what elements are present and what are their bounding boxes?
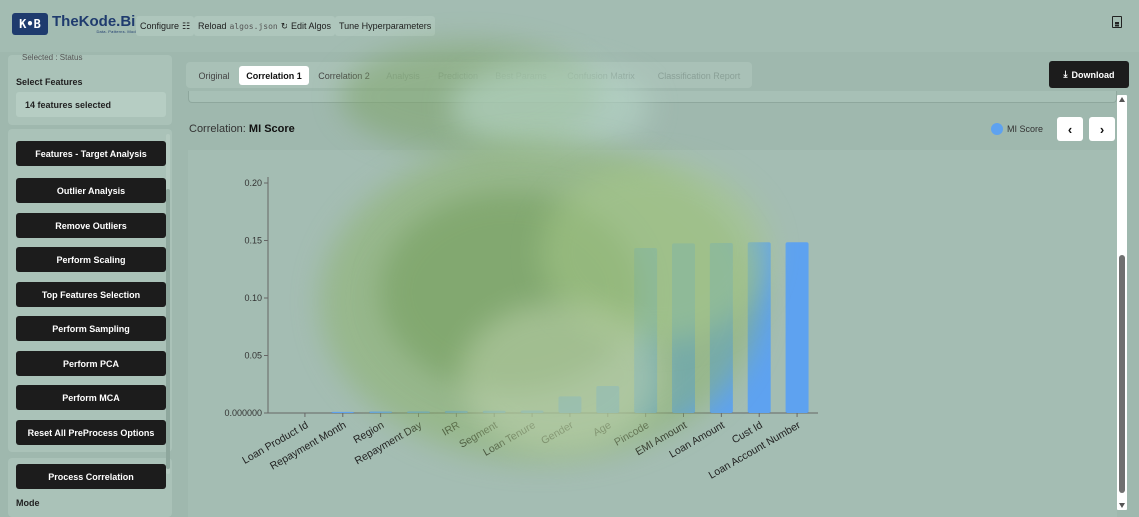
main-scrollbar[interactable]	[1117, 95, 1127, 510]
bar-loan-amount	[709, 243, 733, 413]
tune-hyperparameters-button[interactable]: Tune Hyperparameters	[335, 16, 436, 36]
settings-sliders-icon: ☷	[182, 20, 191, 31]
tab-classification-report[interactable]: Classification Report	[657, 70, 741, 81]
chart-header-prefix: Correlation:	[189, 123, 246, 135]
correlation-panel: Process Correlation	[8, 458, 172, 517]
main-scroll-thumb[interactable]	[1119, 255, 1125, 493]
download-label: Download	[1071, 69, 1115, 80]
download-icon: ⤓	[1063, 69, 1068, 79]
chevron-left-icon: ‹	[1067, 121, 1073, 137]
y-tick-label: 0.05	[244, 351, 262, 361]
preprocess-panel: Features - Target Analysis Outlier Analy…	[8, 129, 172, 452]
tab-confusion-matrix[interactable]: Confusion Matrix	[567, 70, 635, 81]
process-correlation-button[interactable]: Process Correlation	[16, 464, 166, 489]
x-tick-label: IRR	[440, 419, 462, 439]
features-select[interactable]: 14 features selected	[16, 92, 166, 117]
outlier-analysis-button[interactable]: Outlier Analysis	[16, 178, 166, 203]
y-tick-label: 0.20	[244, 178, 262, 188]
bar-gender	[558, 396, 582, 413]
chart-legend[interactable]: MI Score	[991, 123, 1043, 135]
bar-loan-tenure	[520, 410, 544, 413]
perform-pca-button[interactable]: Perform PCA	[16, 351, 166, 376]
x-tick-label: Gender	[539, 419, 576, 447]
chart-header-metric: MI Score	[248, 123, 295, 135]
y-tick-label: 0.15	[244, 236, 262, 246]
refresh-icon: ↻	[280, 20, 289, 31]
features-target-analysis-button[interactable]: Features - Target Analysis	[16, 141, 166, 166]
document-icon[interactable]	[1112, 16, 1122, 28]
perform-scaling-button[interactable]: Perform Scaling	[16, 247, 166, 272]
reset-preprocess-button[interactable]: Reset All PreProcess Options	[16, 420, 166, 445]
tab-correlation-1[interactable]: Correlation 1	[239, 66, 309, 85]
bar-segment	[482, 410, 506, 413]
bar-repayment-day	[407, 411, 430, 413]
tab-correlation-2[interactable]: Correlation 2	[318, 70, 370, 81]
sidebar-scroll-thumb[interactable]	[166, 189, 170, 469]
edit-algos-button[interactable]: Edit Algos	[287, 16, 336, 36]
brand-logo: K•B	[12, 13, 48, 35]
bar-cust-id	[747, 242, 771, 413]
prev-chart-button[interactable]: ‹	[1057, 117, 1083, 141]
sidebar: Selected : Status Select Features 14 fea…	[8, 53, 172, 517]
remove-outliers-button[interactable]: Remove Outliers	[16, 213, 166, 238]
scroll-up-icon[interactable]	[1119, 97, 1125, 102]
tab-bar: Original Correlation 1 Correlation 2 Ana…	[186, 62, 752, 88]
chevron-right-icon: ›	[1099, 121, 1105, 137]
reload-label: Reload	[198, 21, 227, 31]
sidebar-scrollbar[interactable]	[166, 134, 170, 474]
bar-irr	[444, 410, 468, 413]
main-content: Original Correlation 1 Correlation 2 Ana…	[178, 55, 1139, 517]
bar-loan-account-number	[785, 242, 809, 413]
mode-label: Mode	[16, 498, 40, 508]
brand-tagline: Data. Patterns. Models.	[96, 29, 143, 34]
legend-label: MI Score	[1007, 124, 1044, 134]
configure-label: Configure	[140, 21, 180, 31]
y-tick-label: 0.000000	[224, 408, 262, 418]
perform-sampling-button[interactable]: Perform Sampling	[16, 316, 166, 341]
bar-age	[596, 385, 620, 413]
brand[interactable]: K•B TheKode.Biz Data. Patterns. Models.	[12, 13, 143, 35]
tab-original[interactable]: Original	[198, 70, 230, 81]
next-chart-button[interactable]: ›	[1089, 117, 1115, 141]
tab-prediction[interactable]: Prediction	[437, 70, 479, 81]
reload-button[interactable]: Reload algos.json ↻	[194, 16, 293, 36]
tab-best-params[interactable]: Best Params	[495, 70, 547, 81]
configure-button[interactable]: Configure ☷	[136, 16, 195, 36]
chart-header: Correlation: MI Score	[189, 123, 295, 135]
x-tick-label: Age	[591, 419, 613, 439]
bar-pincode	[634, 247, 658, 413]
y-tick-label: 0.10	[244, 293, 262, 303]
scroll-down-icon[interactable]	[1119, 503, 1125, 508]
x-tick-label: Repayment Day	[353, 419, 425, 467]
bar-region	[369, 411, 393, 413]
perform-mca-button[interactable]: Perform MCA	[16, 385, 166, 410]
selected-status-text: Selected : Status	[22, 53, 83, 62]
brand-name: TheKode.Biz	[52, 13, 143, 30]
chart-area: 0.000000 0.05 0.10 0.15 0.20 Loan Product Id R…	[188, 150, 1117, 517]
reload-file-name: algos.json	[229, 21, 278, 31]
previous-card-edge	[188, 91, 1117, 103]
tab-analysis[interactable]: Analysis	[386, 70, 420, 81]
top-features-selection-button[interactable]: Top Features Selection	[16, 282, 166, 307]
download-button[interactable]: ⤓ Download	[1049, 61, 1129, 88]
feature-selection-panel: Selected : Status Select Features 14 fea…	[8, 53, 172, 125]
bar-emi-amount	[672, 243, 695, 413]
legend-swatch	[991, 123, 1003, 135]
bar-repayment-month	[331, 411, 355, 413]
select-features-title: Select Features	[16, 77, 83, 87]
top-bar: K•B TheKode.Biz Data. Patterns. Models. …	[0, 0, 1139, 52]
